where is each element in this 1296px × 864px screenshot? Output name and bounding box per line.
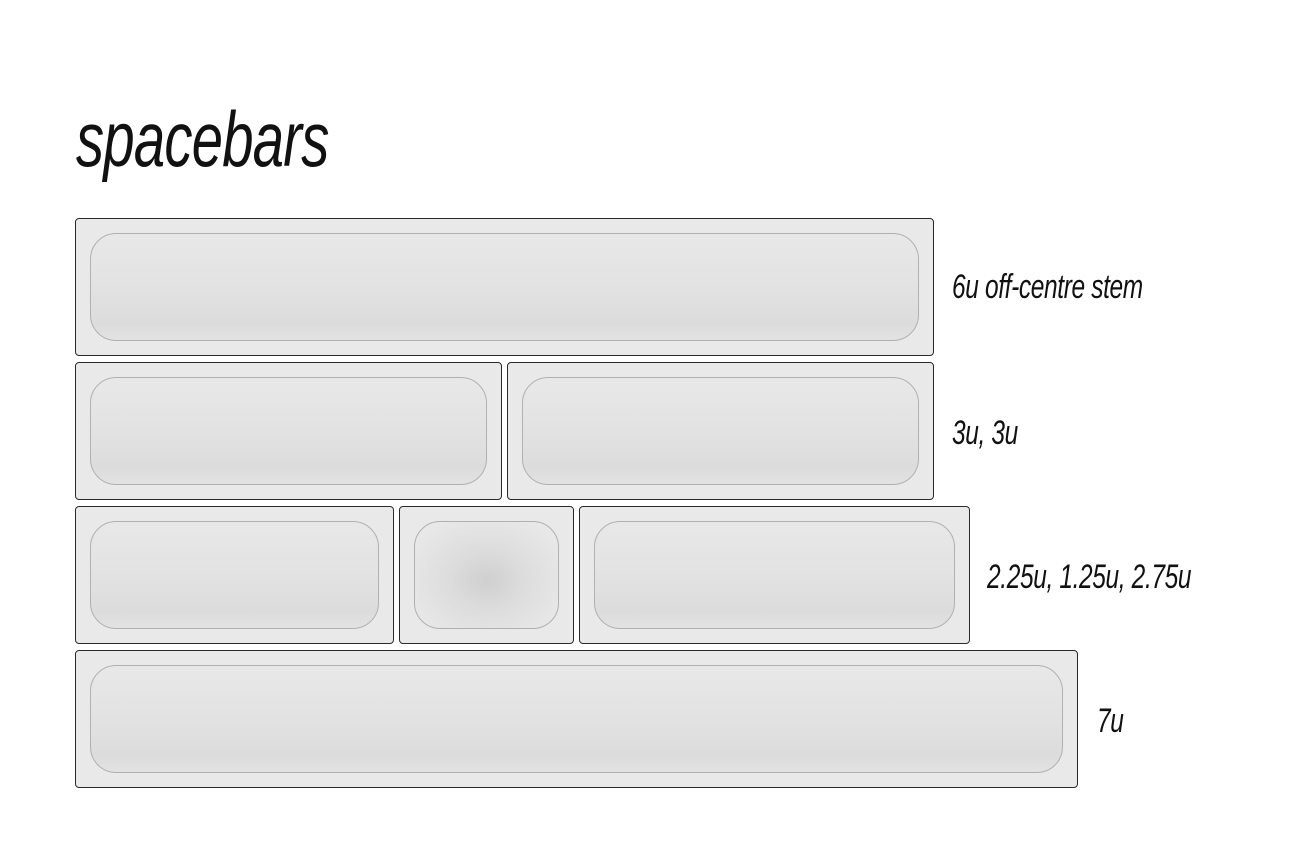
- spacebar-key-6u: [75, 218, 934, 356]
- keycap-top: [90, 377, 487, 485]
- keycap-top: [522, 377, 919, 485]
- keycap-top: [90, 521, 379, 629]
- keycap-top: [594, 521, 955, 629]
- spacebar-row-split-three: 2.25u, 1.25u, 2.75u: [0, 506, 1296, 644]
- spacebar-row-6u: 6u off-centre stem: [0, 218, 1296, 356]
- spacebar-row-3u-3u: 3u, 3u: [0, 362, 1296, 500]
- spacebar-key-7u: [75, 650, 1078, 788]
- row-label: 6u off-centre stem: [952, 268, 1143, 306]
- spacebar-key-3u-left: [75, 362, 502, 500]
- spacebar-row-7u: 7u: [0, 650, 1296, 788]
- spacebar-key-3u-right: [507, 362, 934, 500]
- keycap-top-dished: [414, 521, 559, 629]
- spacebar-key-2-25u: [75, 506, 394, 644]
- keycap-top: [90, 665, 1063, 773]
- page-title: spacebars: [76, 95, 329, 183]
- row-label: 7u: [1097, 702, 1124, 740]
- spacebar-key-1-25u: [399, 506, 574, 644]
- keycap-top: [90, 233, 919, 341]
- spacebar-key-2-75u: [579, 506, 970, 644]
- row-label: 3u, 3u: [952, 414, 1018, 452]
- row-label: 2.25u, 1.25u, 2.75u: [987, 558, 1192, 596]
